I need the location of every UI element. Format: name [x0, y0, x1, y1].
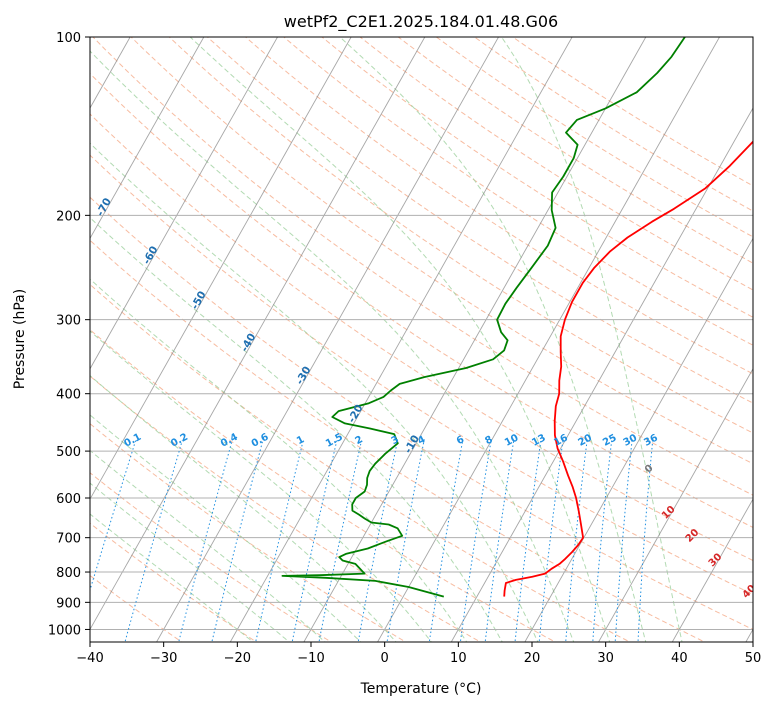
- y-tick-label: 500: [56, 445, 81, 460]
- x-tick-label: −10: [297, 651, 324, 666]
- moist-adiabat: [90, 330, 432, 642]
- mixing-ratio-line: [592, 440, 613, 642]
- dewpoint-line: [281, 37, 686, 598]
- x-tick-label: 10: [450, 651, 467, 666]
- x-tick-label: 50: [745, 651, 762, 666]
- x-axis-label: Temperature (°C): [360, 681, 482, 697]
- isotherm-line: [90, 37, 205, 240]
- mixing-ratio-lines: [90, 440, 654, 642]
- isotherm-line: [156, 37, 500, 642]
- mixing-ratio-line: [484, 440, 515, 642]
- mixing-ratio-label: 3: [390, 434, 401, 447]
- isotherm-line: [90, 37, 279, 370]
- mixing-ratio-line: [538, 440, 564, 642]
- x-tick-label: −40: [76, 651, 103, 666]
- mixing-ratio-line: [255, 440, 304, 642]
- temperature-line: [503, 140, 753, 597]
- moist-adiabat: [90, 142, 539, 642]
- mixing-ratio-line: [459, 440, 492, 642]
- dry-adiabat: [92, 37, 753, 496]
- mixing-ratio-line: [428, 440, 464, 642]
- plot-frame: [89, 36, 754, 643]
- isotherm-line: [377, 37, 721, 642]
- dry-adiabat: [90, 113, 753, 562]
- y-tick-label: 400: [56, 388, 81, 403]
- isotherm-line: [671, 498, 753, 642]
- y-axis-ticks: 100 200 300 400 500 600 700 800 900 1000: [48, 31, 90, 638]
- y-tick-label: 600: [56, 492, 81, 507]
- mixing-ratio-label: 8: [483, 434, 494, 447]
- y-tick-label: 100: [56, 31, 81, 46]
- dry-adiabat: [206, 37, 753, 404]
- x-tick-label: 20: [524, 651, 541, 666]
- isotherm-line: [450, 107, 753, 642]
- moist-adiabat: [90, 50, 575, 642]
- mixing-ratio-line: [637, 440, 654, 642]
- dry-adiabat: [90, 72, 753, 528]
- x-axis-ticks: −40 −30 −20 −10 0 10 20 30 40 50: [76, 642, 761, 666]
- x-tick-label: −20: [224, 651, 251, 666]
- isotherm-line: [598, 367, 753, 642]
- mixing-ratio-label: 2: [353, 434, 364, 447]
- y-axis-label: Pressure (hPa): [12, 289, 28, 389]
- isotherm-line: [90, 37, 352, 501]
- dry-adiabat: [90, 472, 333, 642]
- moist-adiabat: [90, 414, 362, 642]
- dry-adiabat: [168, 37, 753, 434]
- chart-title: wetPf2_C2E1.2025.184.01.48.G06: [284, 12, 558, 32]
- mixing-ratio-label: 1: [295, 434, 306, 447]
- x-tick-label: 0: [381, 651, 389, 666]
- x-tick-label: −30: [150, 651, 177, 666]
- dry-adiabat: [90, 154, 753, 596]
- mixing-ratio-label: 6: [455, 434, 466, 447]
- mixing-ratio-line: [178, 440, 233, 642]
- y-tick-label: 800: [56, 566, 81, 581]
- isotherm-line: [229, 37, 573, 642]
- dry-adiabat: [90, 329, 557, 642]
- mixing-ratio-line: [357, 440, 398, 642]
- y-tick-label: 900: [56, 596, 81, 611]
- mixing-ratio-line: [614, 440, 633, 642]
- mixing-ratio-line: [514, 440, 542, 642]
- x-tick-label: 30: [597, 651, 614, 666]
- mixing-ratio-line: [318, 440, 362, 642]
- isotherm-line: [90, 37, 426, 631]
- mixing-ratio-line: [565, 440, 588, 642]
- y-tick-label: 1000: [48, 623, 81, 638]
- y-tick-label: 700: [56, 532, 81, 547]
- mixing-ratio-label: 4: [416, 434, 427, 447]
- y-tick-label: 300: [56, 314, 81, 329]
- dry-adiabat: [283, 37, 753, 346]
- y-tick-label: 200: [56, 209, 81, 224]
- mixing-ratio-line: [211, 440, 264, 642]
- profile-lines: [281, 37, 753, 598]
- isotherm-line: [303, 37, 647, 642]
- mixing-ratio-line: [291, 440, 338, 642]
- dry-adiabat: [90, 239, 706, 642]
- mixing-ratio-line: [386, 440, 425, 642]
- x-tick-label: 40: [671, 651, 688, 666]
